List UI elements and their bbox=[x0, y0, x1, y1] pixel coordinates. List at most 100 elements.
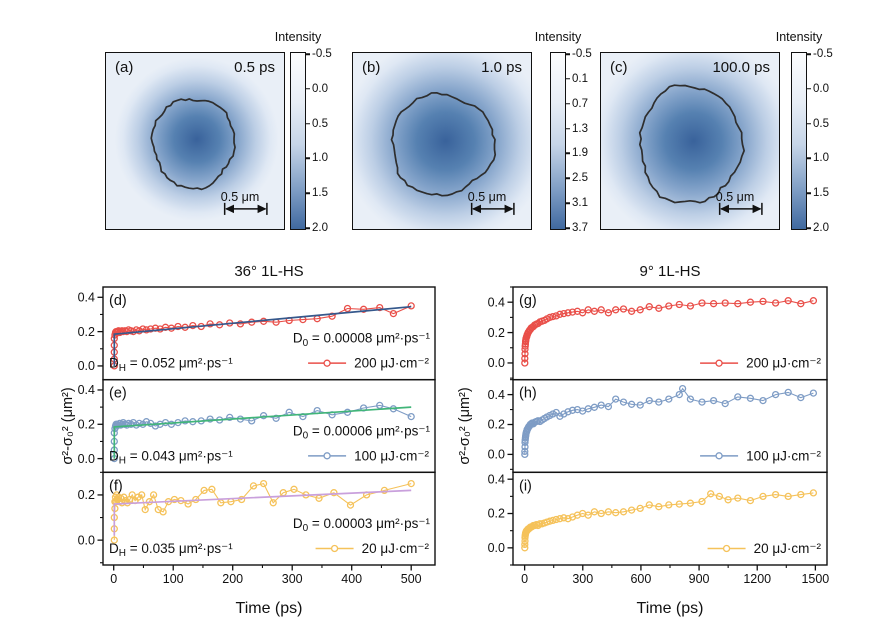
legend-marker bbox=[330, 544, 339, 553]
y-tick-label: 0.4 bbox=[488, 295, 505, 309]
heatmap-gradient bbox=[106, 53, 284, 229]
y-tick-label: 0.0 bbox=[488, 356, 505, 370]
colorbar-title-c: Intensity bbox=[775, 30, 823, 44]
y-tick-label: 0.0 bbox=[488, 448, 505, 462]
colorbar-tick-label: -0.5 bbox=[813, 48, 833, 60]
chart-panel-d: 0.0 0.2 0.4 (d) 200 μJ·cm⁻² D0 = 0.00008 μm²·… bbox=[78, 286, 436, 381]
colorbar-tick bbox=[807, 122, 811, 125]
chart-column-36deg: 36° 1L-HS σ²-σ₀² (μm²) Time (ps) 0.0 0.2 0.4 (… bbox=[60, 256, 445, 628]
legend-marker bbox=[715, 359, 723, 367]
y-tick-label: 0.0 bbox=[78, 359, 95, 373]
panel-label: (i) bbox=[519, 478, 532, 494]
data-points bbox=[521, 489, 818, 552]
heatmap-gradient bbox=[353, 53, 531, 229]
contour-line bbox=[638, 84, 745, 204]
x-axis-label: Time (ps) bbox=[637, 600, 704, 617]
chart-panel-g: 0.0 0.2 0.4 (g) 200 μJ·cm⁻² bbox=[488, 286, 828, 381]
x-tick-label: 100 bbox=[163, 572, 184, 586]
colorbar-title-a: Intensity bbox=[274, 30, 322, 44]
panel-border bbox=[102, 471, 436, 566]
colorbar-tick bbox=[807, 227, 811, 229]
legend-label: 20 μJ·cm⁻² bbox=[362, 541, 430, 556]
y-tick-label: 0.0 bbox=[488, 541, 505, 555]
x-tick-label: 400 bbox=[341, 572, 362, 586]
delay-time-c: 100.0 ps bbox=[712, 59, 770, 76]
panel-label: (f) bbox=[109, 478, 123, 494]
panel-label: (e) bbox=[109, 386, 127, 402]
colorbar-tick bbox=[306, 157, 310, 160]
y-tick-label: 0.4 bbox=[488, 472, 505, 486]
chart-column-9deg: 9° 1L-HS σ²-σ₀² (μm²) Time (ps) 0.0 0.2 0.4 (g… bbox=[455, 256, 860, 628]
colorbar-tick-label: 1.9 bbox=[572, 147, 588, 160]
colorbar-tick-label: 2.5 bbox=[572, 172, 588, 185]
colorbar-tick-label: 0.5 bbox=[813, 117, 829, 130]
panel-label-c: (c) bbox=[610, 59, 628, 76]
scale-bar-label-c: 0.5 μm bbox=[715, 190, 755, 204]
x-tick-label: 1500 bbox=[801, 572, 829, 586]
colorbar-tick-label: 2.0 bbox=[312, 222, 328, 234]
x-tick-label: 500 bbox=[401, 572, 422, 586]
legend-marker bbox=[323, 452, 331, 460]
chart-panel-f: 0.0 0.2 (f) 20 μJ·cm⁻² D0 = 0.00003 μm²·ps⁻¹… bbox=[78, 471, 436, 566]
chart-panel-i: 0.0 0.2 0.4 (i) 20 μJ·cm⁻² bbox=[488, 471, 828, 566]
x-tick-label: 300 bbox=[572, 572, 593, 586]
heatmap-image-a bbox=[106, 53, 284, 229]
y-axis-label: σ²-σ₀² (μm²) bbox=[60, 387, 76, 464]
x-tick-label: 1200 bbox=[743, 572, 771, 586]
scale-bar bbox=[223, 202, 268, 215]
colorbar-tick bbox=[566, 53, 570, 55]
scale-bar-label-a: 0.5 μm bbox=[220, 190, 260, 204]
data-points bbox=[521, 384, 818, 459]
colorbar-tick-label: 2.0 bbox=[813, 222, 829, 234]
x-tick-label: 900 bbox=[689, 572, 710, 586]
colorbar-tick-label: 1.5 bbox=[312, 187, 328, 200]
y-tick-label: 0.2 bbox=[78, 417, 95, 431]
heatmap-gradient bbox=[601, 53, 779, 229]
x-tick-label: 300 bbox=[282, 572, 303, 586]
heatmap-image-c bbox=[601, 53, 779, 229]
annotation-D0: D0 = 0.00006 μm²·ps⁻¹ bbox=[293, 423, 431, 441]
y-axis-label: σ²-σ₀² (μm²) bbox=[457, 387, 473, 464]
colorbar-tick-label: 0.5 bbox=[312, 117, 328, 130]
colorbar-tick bbox=[566, 127, 570, 130]
x-axis-label: Time (ps) bbox=[236, 600, 303, 617]
chart-title: 9° 1L-HS bbox=[639, 263, 700, 280]
colorbar-tick bbox=[306, 192, 310, 194]
colorbar-tick-label: 3.1 bbox=[572, 197, 588, 210]
colorbar-tick bbox=[807, 88, 811, 90]
y-tick-label: 0.2 bbox=[488, 326, 505, 340]
legend-label: 200 μJ·cm⁻² bbox=[354, 356, 429, 371]
x-tick-label: 0 bbox=[521, 572, 528, 586]
y-tick-label: 0.0 bbox=[78, 452, 95, 466]
data-line bbox=[524, 492, 814, 548]
colorbar-title-b: Intensity bbox=[534, 30, 582, 44]
colorbar-tick bbox=[807, 53, 811, 55]
colorbar-b: -0.5 0.1 0.7 1.3 1.9 2.5 3.1 3.7 bbox=[550, 48, 592, 234]
colorbar-tick-label: 1.3 bbox=[572, 122, 588, 135]
fit-line bbox=[113, 406, 412, 459]
annotation-DH: DH = 0.035 μm²·ps⁻¹ bbox=[109, 541, 233, 559]
panel-label-b: (b) bbox=[362, 59, 381, 76]
legend-label: 200 μJ·cm⁻² bbox=[746, 356, 821, 371]
contour-line bbox=[150, 98, 236, 191]
colorbar-tick-label: 0.0 bbox=[312, 82, 328, 95]
legend-label: 20 μJ·cm⁻² bbox=[754, 541, 822, 556]
colorbar-tick bbox=[566, 177, 570, 180]
x-tick-label: 0 bbox=[110, 572, 117, 586]
fit-line bbox=[113, 489, 412, 536]
heatmap-panel-c: (c) 100.0 ps 0.5 μm bbox=[600, 52, 780, 230]
colorbar-tick bbox=[306, 122, 310, 125]
annotation-DH: DH = 0.043 μm²·ps⁻¹ bbox=[109, 448, 233, 466]
heatmap-panel-b: (b) 1.0 ps 0.5 μm bbox=[352, 52, 532, 230]
data-points bbox=[110, 479, 415, 544]
y-tick-label: 0.2 bbox=[488, 418, 505, 432]
delay-time-b: 1.0 ps bbox=[481, 59, 522, 76]
chart-title: 36° 1L-HS bbox=[234, 263, 303, 280]
colorbar-tick-label: 0.0 bbox=[813, 82, 829, 95]
legend-marker bbox=[722, 544, 731, 553]
scale-bar-label-b: 0.5 μm bbox=[467, 190, 507, 204]
colorbar-tick bbox=[807, 157, 811, 160]
data-line bbox=[524, 387, 814, 455]
y-tick-label: 0.4 bbox=[78, 383, 95, 397]
